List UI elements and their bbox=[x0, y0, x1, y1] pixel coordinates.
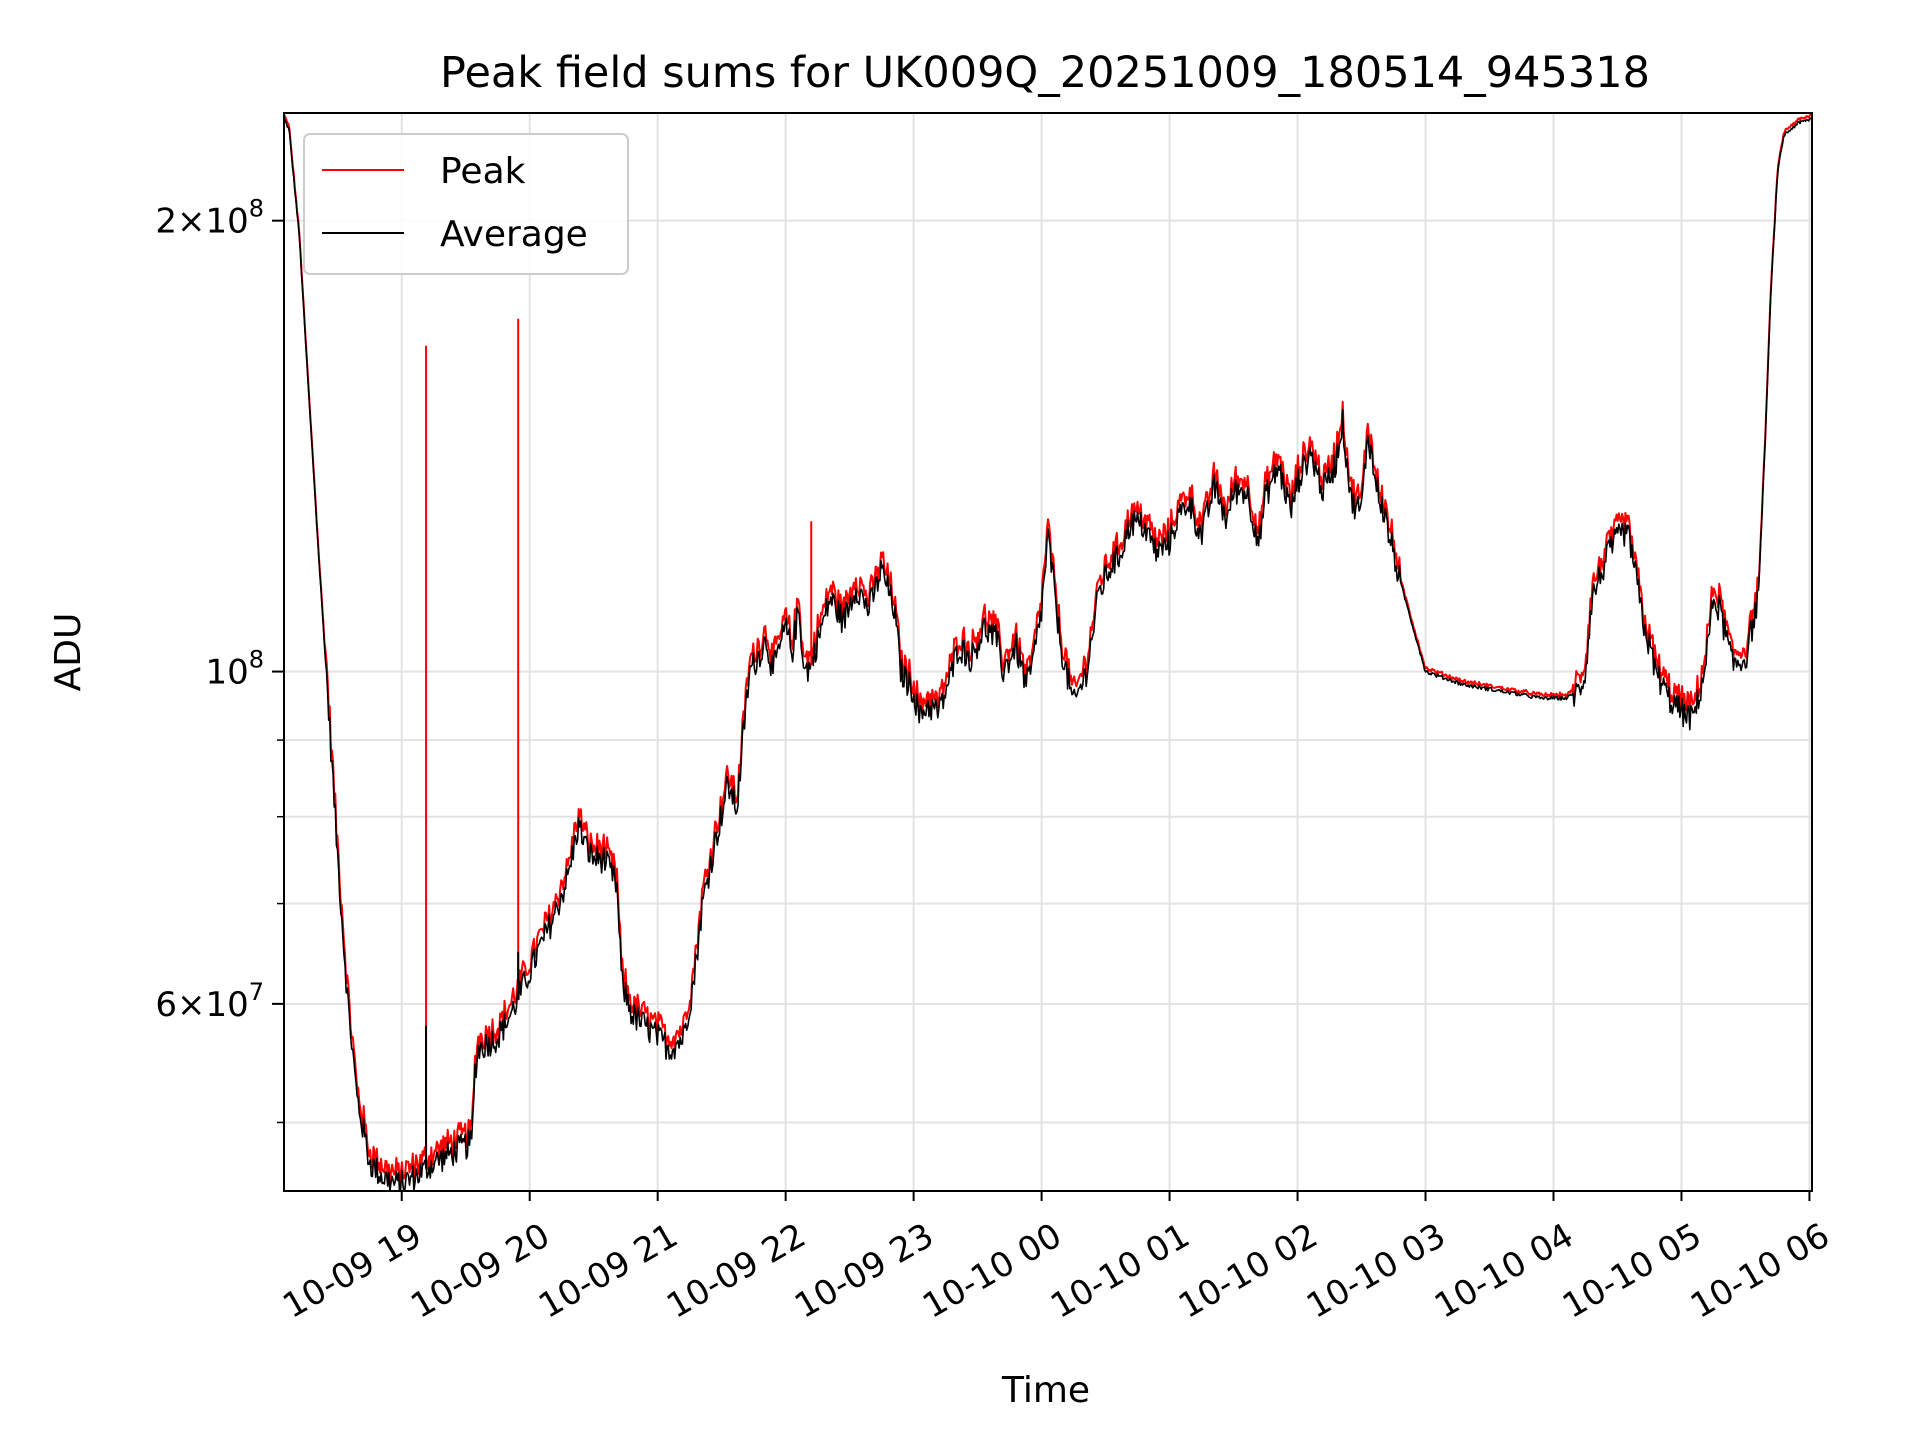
average-series-line bbox=[284, 117, 1812, 1191]
x-axis-label: Time bbox=[1001, 1370, 1090, 1411]
y-tick-label: 6×107 bbox=[155, 978, 264, 1025]
chart-title: Peak field sums for UK009Q_20251009_1805… bbox=[440, 48, 1650, 98]
y-tick-label: 108 bbox=[205, 646, 264, 693]
legend-average-label: Average bbox=[440, 214, 588, 255]
y-axis-ticks: 2×108 108 6×107 bbox=[155, 195, 284, 1124]
legend-peak-label: Peak bbox=[440, 151, 526, 192]
spike-marks bbox=[425, 318, 813, 1169]
y-tick-label: 2×108 bbox=[155, 195, 264, 242]
legend: Peak Average bbox=[303, 133, 629, 275]
plot-frame bbox=[283, 112, 1813, 1192]
peak-series-line bbox=[284, 113, 1812, 1188]
grid-lines bbox=[284, 113, 1812, 1191]
y-axis-label: ADU bbox=[48, 613, 89, 692]
